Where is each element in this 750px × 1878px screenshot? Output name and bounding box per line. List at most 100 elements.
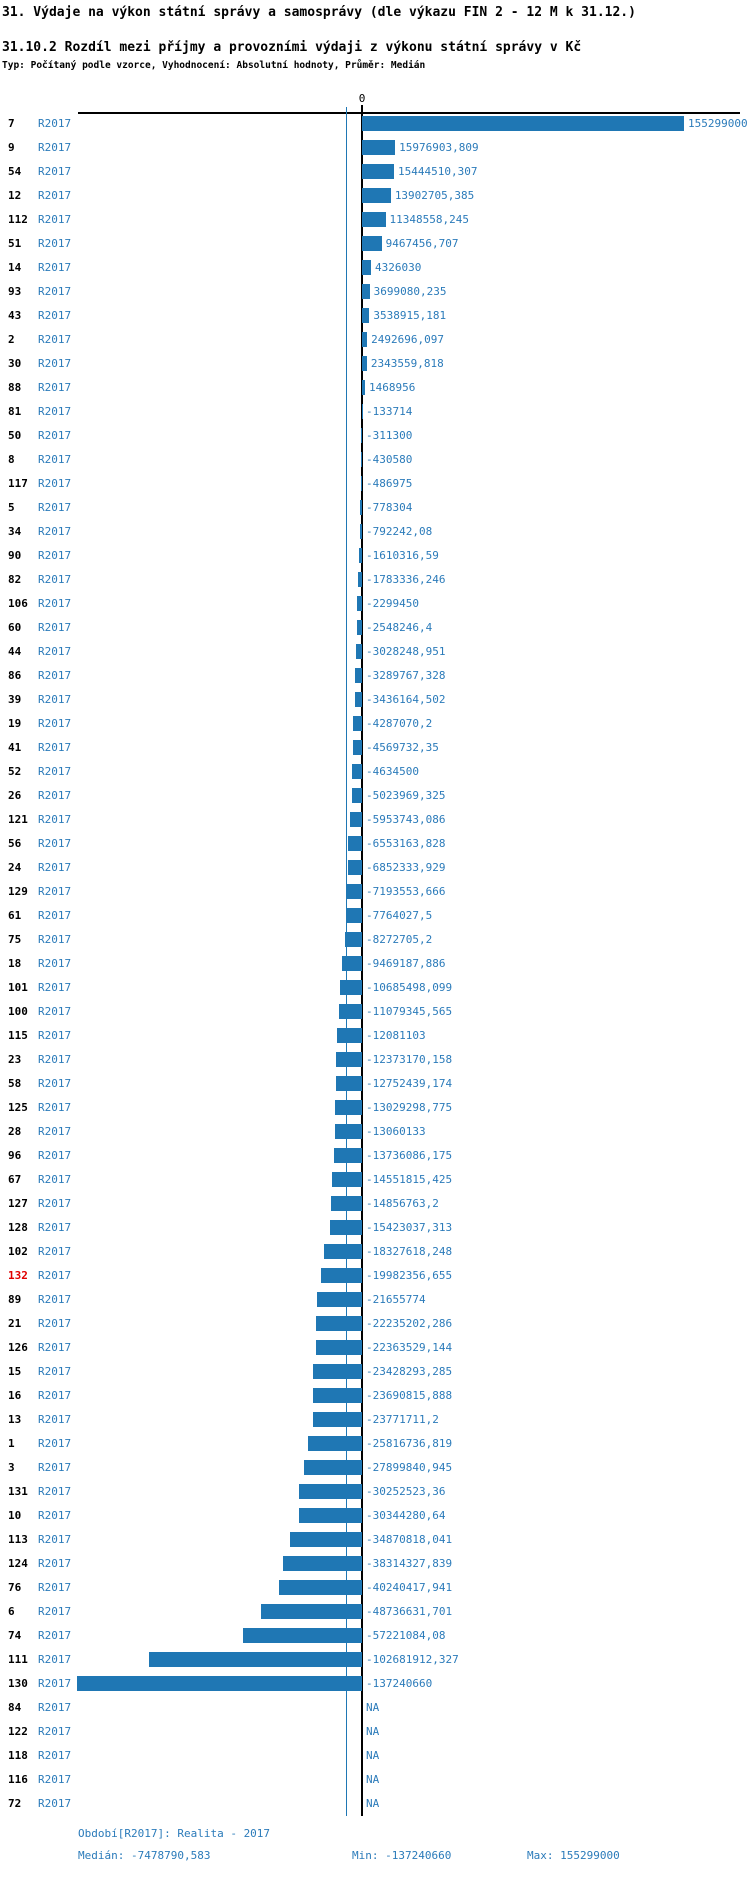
row-id-label: 130 — [8, 1677, 28, 1690]
bar-row: 132 R2017 -19982356,655 — [0, 1264, 750, 1288]
value-label: -102681912,327 — [366, 1653, 459, 1666]
value-label: -40240417,941 — [366, 1581, 453, 1594]
value-bar — [320, 1268, 362, 1283]
value-bar — [331, 1196, 362, 1211]
value-label: -792242,08 — [366, 525, 433, 538]
value-bar — [330, 1220, 362, 1235]
row-series-label: R2017 — [38, 453, 72, 466]
value-label: -5023969,325 — [366, 789, 446, 802]
value-label: NA — [366, 1701, 380, 1714]
row-id-label: 67 — [8, 1173, 22, 1186]
row-series-label: R2017 — [38, 117, 72, 130]
value-bar — [362, 140, 396, 155]
row-series-label: R2017 — [38, 477, 72, 490]
value-bar — [353, 716, 362, 731]
value-label: -6553163,828 — [366, 837, 446, 850]
value-bar — [278, 1580, 362, 1595]
row-series-label: R2017 — [38, 1029, 72, 1042]
value-label: NA — [366, 1725, 380, 1738]
row-series-label: R2017 — [38, 573, 72, 586]
row-series-label: R2017 — [38, 501, 72, 514]
row-series-label: R2017 — [38, 1077, 72, 1090]
row-series-label: R2017 — [38, 165, 72, 178]
row-series-label: R2017 — [38, 669, 72, 682]
row-id-label: 124 — [8, 1557, 28, 1570]
axis-zero-tick — [361, 105, 363, 113]
row-id-label: 39 — [8, 693, 22, 706]
row-id-label: 74 — [8, 1629, 22, 1642]
row-series-label: R2017 — [38, 189, 72, 202]
row-series-label: R2017 — [38, 1053, 72, 1066]
row-series-label: R2017 — [38, 285, 72, 298]
value-label: -19982356,655 — [366, 1269, 453, 1282]
bar-row: 122 R2017 NA — [0, 1720, 750, 1744]
row-series-label: R2017 — [38, 597, 72, 610]
value-label: -14551815,425 — [366, 1173, 453, 1186]
row-id-label: 121 — [8, 813, 28, 826]
value-label: 9467456,707 — [385, 237, 459, 250]
value-label: -8272705,2 — [366, 933, 433, 946]
value-label: 15976903,809 — [399, 141, 479, 154]
bar-row: 113 R2017 -34870818,041 — [0, 1528, 750, 1552]
bar-row: 54 R2017 15444510,307 — [0, 160, 750, 184]
row-series-label: R2017 — [38, 1101, 72, 1114]
bar-row: 82 R2017 -1783336,246 — [0, 568, 750, 592]
row-id-label: 102 — [8, 1245, 28, 1258]
value-label: -23690815,888 — [366, 1389, 453, 1402]
value-bar — [289, 1532, 362, 1547]
bar-row: 60 R2017 -2548246,4 — [0, 616, 750, 640]
bar-row: 7 R2017 155299000 — [0, 112, 750, 136]
value-bar — [345, 908, 362, 923]
row-id-label: 96 — [8, 1149, 22, 1162]
value-bar — [317, 1292, 362, 1307]
value-label: 1468956 — [369, 381, 416, 394]
value-bar — [308, 1436, 362, 1451]
row-id-label: 113 — [8, 1533, 28, 1546]
value-bar — [361, 452, 362, 467]
bar-row: 3 R2017 -27899840,945 — [0, 1456, 750, 1480]
bar-row: 24 R2017 -6852333,929 — [0, 856, 750, 880]
value-label: -1610316,59 — [366, 549, 439, 562]
value-label: -311300 — [366, 429, 413, 442]
row-id-label: 51 — [8, 237, 22, 250]
bar-row: 129 R2017 -7193553,666 — [0, 880, 750, 904]
row-id-label: 44 — [8, 645, 22, 658]
row-series-label: R2017 — [38, 549, 72, 562]
bar-row: 61 R2017 -7764027,5 — [0, 904, 750, 928]
value-label: 11348558,245 — [389, 213, 469, 226]
row-id-label: 112 — [8, 213, 28, 226]
row-id-label: 118 — [8, 1749, 28, 1762]
row-id-label: 10 — [8, 1509, 22, 1522]
value-bar — [348, 836, 362, 851]
value-label: -13060133 — [366, 1125, 426, 1138]
row-series-label: R2017 — [38, 1605, 72, 1618]
row-id-label: 56 — [8, 837, 22, 850]
row-series-label: R2017 — [38, 885, 72, 898]
row-series-label: R2017 — [38, 837, 72, 850]
bar-row: 67 R2017 -14551815,425 — [0, 1168, 750, 1192]
value-bar — [351, 788, 362, 803]
bar-row: 50 R2017 -311300 — [0, 424, 750, 448]
value-label: NA — [366, 1773, 380, 1786]
value-bar — [362, 380, 366, 395]
bar-row: 8 R2017 -430580 — [0, 448, 750, 472]
bar-row: 76 R2017 -40240417,941 — [0, 1576, 750, 1600]
row-series-label: R2017 — [38, 1437, 72, 1450]
footer-median: Medián: -7478790,583 — [78, 1849, 211, 1862]
row-series-label: R2017 — [38, 1773, 72, 1786]
value-bar — [339, 1004, 362, 1019]
value-bar — [304, 1460, 362, 1475]
value-bar — [349, 812, 362, 827]
row-id-label: 72 — [8, 1797, 22, 1810]
value-bar — [336, 1028, 362, 1043]
row-id-label: 117 — [8, 477, 28, 490]
bar-row: 41 R2017 -4569732,35 — [0, 736, 750, 760]
row-id-label: 131 — [8, 1485, 28, 1498]
row-series-label: R2017 — [38, 957, 72, 970]
bar-row: 84 R2017 NA — [0, 1696, 750, 1720]
bar-row: 100 R2017 -11079345,565 — [0, 1000, 750, 1024]
row-series-label: R2017 — [38, 693, 72, 706]
value-label: -2299450 — [366, 597, 419, 610]
value-label: 155299000 — [688, 117, 748, 130]
value-label: -137240660 — [366, 1677, 433, 1690]
